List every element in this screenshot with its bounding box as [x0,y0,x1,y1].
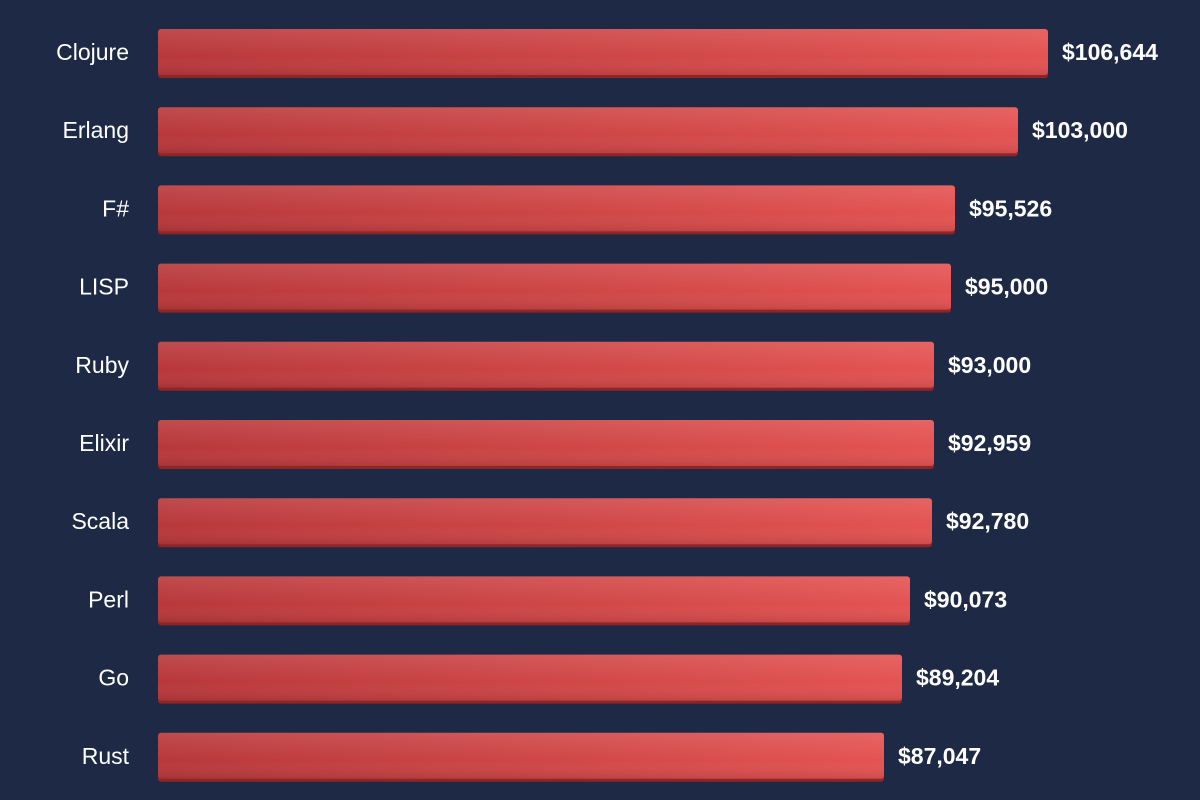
bar-sheen [158,185,955,232]
value-label: $95,526 [969,195,1052,221]
bar-row: Clojure $106,644 [56,29,1158,78]
category-label: Erlang [63,117,129,143]
bar-row: Scala $92,780 [71,498,1029,548]
value-label: $92,780 [946,508,1029,534]
bar-row: LISP $95,000 [79,263,1048,313]
bar-sheen [158,263,951,310]
category-label: Perl [88,586,129,612]
bar-row: Ruby $93,000 [75,341,1031,391]
value-label: $95,000 [965,274,1048,300]
bar-row: F# $95,526 [102,185,1052,235]
category-label: Ruby [75,352,129,378]
bar-row: Erlang $103,000 [63,107,1128,157]
bar-sheen [158,498,932,545]
value-label: $93,000 [948,352,1031,378]
category-label: Go [98,665,129,691]
value-label: $90,073 [924,586,1007,612]
bar-sheen [158,420,934,466]
bar-row: Perl $90,073 [88,576,1007,626]
bar-row: Rust $87,047 [82,732,981,782]
bar-sheen [158,341,934,388]
category-label: Rust [82,743,130,769]
value-label: $92,959 [948,430,1031,456]
category-label: Scala [71,508,129,534]
value-label: $106,644 [1062,39,1158,65]
bar-sheen [158,654,902,701]
bar-sheen [158,732,884,779]
category-label: F# [102,195,129,221]
category-label: Elixir [79,430,129,456]
category-label: LISP [79,274,129,300]
bar-row: Go $89,204 [98,654,999,704]
bar-sheen [158,107,1018,154]
category-label: Clojure [56,39,129,65]
value-label: $87,047 [898,743,981,769]
bars-group: Clojure $106,644 Erlang $103,000 F# $95,526 LI… [56,29,1158,782]
bar-sheen [158,576,910,623]
value-label: $103,000 [1032,117,1128,143]
value-label: $89,204 [916,665,999,691]
bar-row: Elixir $92,959 [79,420,1031,469]
bar-sheen [158,29,1048,75]
